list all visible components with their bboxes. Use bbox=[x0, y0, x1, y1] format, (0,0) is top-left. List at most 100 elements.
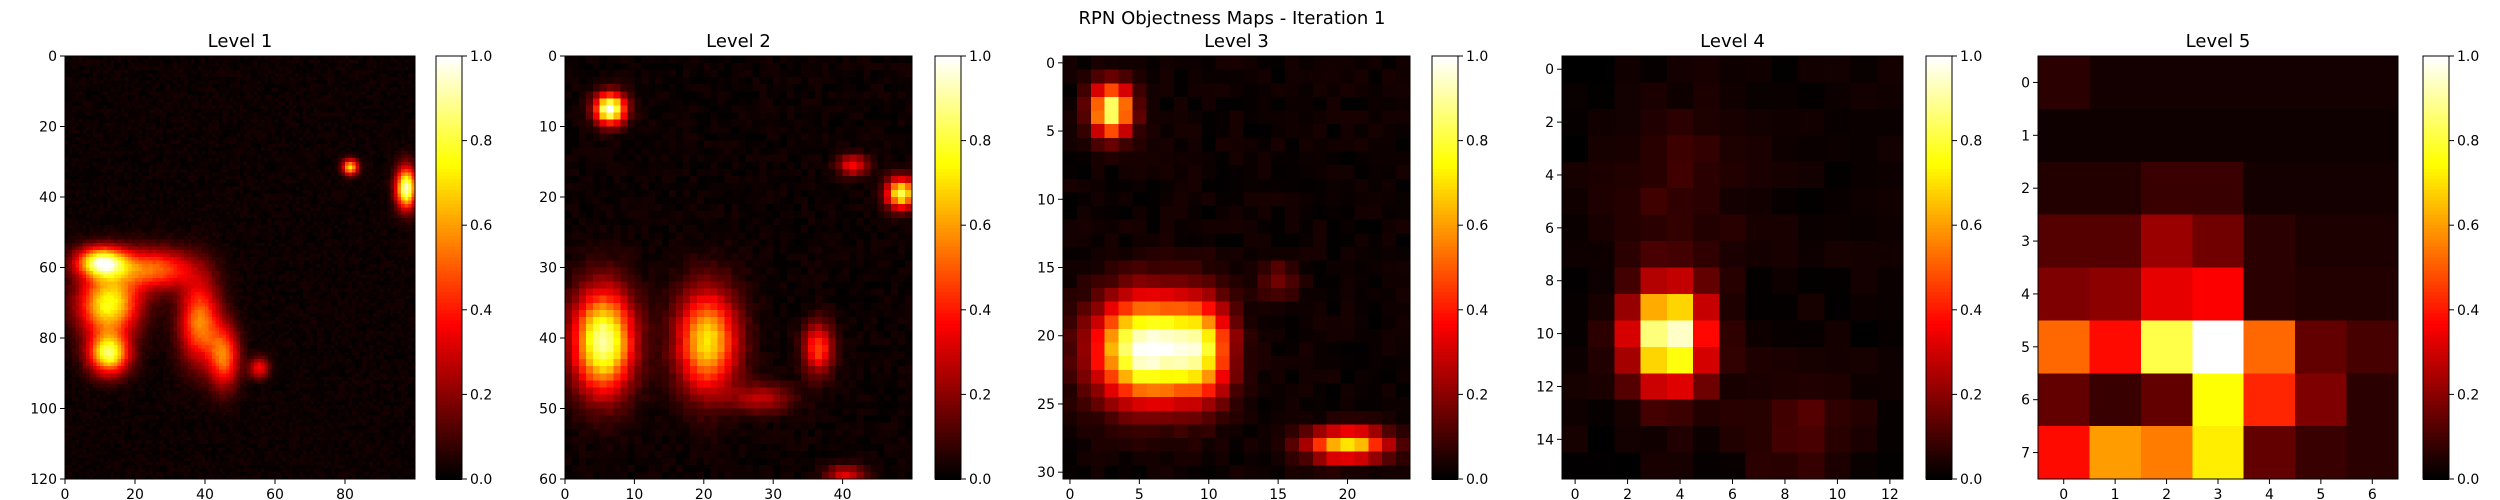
heatmap-cell bbox=[285, 77, 290, 82]
heatmap-cell bbox=[93, 207, 98, 212]
heatmap-cell bbox=[187, 140, 192, 145]
heatmap-cell bbox=[86, 73, 91, 78]
heatmap-cell bbox=[369, 182, 374, 188]
heatmap-cell bbox=[285, 186, 290, 191]
heatmap-cell bbox=[208, 108, 213, 114]
heatmap-cell bbox=[257, 172, 262, 177]
heatmap-cell bbox=[184, 115, 189, 121]
heatmap-cell bbox=[219, 130, 224, 135]
heatmap-cell bbox=[380, 151, 385, 156]
heatmap-cell bbox=[198, 204, 203, 209]
heatmap-cell bbox=[198, 94, 203, 99]
heatmap-cell bbox=[296, 84, 301, 89]
heatmap-cell bbox=[177, 193, 182, 198]
heatmap-cell bbox=[135, 221, 140, 226]
heatmap-cell bbox=[306, 133, 311, 138]
heatmap-cell bbox=[152, 70, 157, 75]
heatmap-cell bbox=[324, 204, 329, 209]
heatmap-cell bbox=[362, 77, 367, 82]
heatmap-cell bbox=[103, 175, 108, 180]
heatmap-cell bbox=[313, 84, 318, 89]
heatmap-cell bbox=[250, 84, 255, 89]
heatmap-cell bbox=[331, 101, 336, 106]
heatmap-cell bbox=[72, 119, 77, 124]
heatmap-cell bbox=[229, 221, 234, 226]
heatmap-cell bbox=[282, 197, 287, 202]
heatmap-cell bbox=[96, 73, 101, 78]
heatmap-cell bbox=[404, 94, 409, 99]
heatmap-cell bbox=[212, 108, 217, 114]
heatmap-cell bbox=[394, 147, 399, 152]
heatmap-cell bbox=[341, 168, 346, 173]
heatmap-cell bbox=[187, 186, 192, 191]
heatmap-cell bbox=[292, 179, 297, 184]
heatmap-cell bbox=[264, 172, 269, 177]
heatmap-cell bbox=[243, 158, 248, 163]
heatmap-cell bbox=[257, 70, 262, 75]
heatmap-cell bbox=[107, 119, 112, 124]
heatmap-cell bbox=[341, 175, 346, 180]
heatmap-cell bbox=[194, 179, 199, 184]
heatmap-cell bbox=[110, 211, 115, 216]
heatmap-cell bbox=[110, 144, 115, 149]
heatmap-cell bbox=[352, 80, 357, 85]
heatmap-cell bbox=[292, 94, 297, 99]
heatmap-cell bbox=[114, 87, 119, 92]
heatmap-cell bbox=[268, 179, 273, 184]
heatmap-cell bbox=[404, 108, 409, 114]
heatmap-cell bbox=[240, 182, 245, 188]
heatmap-cell bbox=[310, 161, 315, 166]
heatmap-cell bbox=[166, 130, 171, 135]
heatmap-cell bbox=[131, 137, 136, 142]
heatmap-cell bbox=[250, 91, 255, 96]
heatmap-cell bbox=[345, 221, 350, 226]
heatmap-cell bbox=[324, 154, 329, 159]
heatmap-cell bbox=[135, 179, 140, 184]
heatmap-cell bbox=[394, 130, 399, 135]
heatmap-cell bbox=[250, 115, 255, 121]
heatmap-cell bbox=[254, 98, 259, 103]
heatmap-cell bbox=[201, 101, 206, 106]
heatmap-cell bbox=[121, 119, 126, 124]
heatmap-cell bbox=[72, 122, 77, 128]
heatmap-cell bbox=[212, 211, 217, 216]
heatmap-cell bbox=[201, 168, 206, 173]
heatmap-cell bbox=[345, 175, 350, 180]
heatmap-cell bbox=[327, 225, 332, 230]
heatmap-cell bbox=[117, 112, 122, 117]
heatmap-cell bbox=[191, 77, 196, 82]
heatmap-cell bbox=[390, 84, 395, 89]
heatmap-cell bbox=[348, 137, 353, 142]
heatmap-cell bbox=[93, 221, 98, 226]
heatmap-cell bbox=[152, 115, 157, 121]
heatmap-cell bbox=[68, 218, 73, 223]
heatmap-cell bbox=[229, 98, 234, 103]
heatmap-cell bbox=[320, 122, 325, 128]
heatmap-cell bbox=[180, 105, 185, 110]
heatmap-cell bbox=[257, 105, 262, 110]
heatmap-cell bbox=[212, 182, 217, 188]
heatmap-cell bbox=[275, 200, 280, 205]
heatmap-cell bbox=[128, 193, 133, 198]
heatmap-cell bbox=[408, 101, 413, 106]
heatmap-cell bbox=[348, 197, 353, 202]
heatmap-cell bbox=[348, 204, 353, 209]
heatmap-cell bbox=[100, 140, 105, 145]
heatmap-cell bbox=[306, 218, 311, 223]
heatmap-cell bbox=[65, 59, 70, 64]
heatmap-cell bbox=[404, 189, 409, 195]
heatmap-cell bbox=[341, 182, 346, 188]
heatmap-cell bbox=[194, 221, 199, 226]
heatmap-cell bbox=[110, 77, 115, 82]
heatmap-cell bbox=[138, 94, 143, 99]
heatmap-cell bbox=[82, 214, 87, 219]
heatmap-cell bbox=[114, 77, 119, 82]
heatmap-cell bbox=[86, 179, 91, 184]
heatmap-cell bbox=[159, 158, 164, 163]
heatmap-cell bbox=[219, 112, 224, 117]
heatmap-cell bbox=[247, 218, 252, 223]
heatmap-cell bbox=[79, 140, 84, 145]
heatmap-cell bbox=[278, 207, 283, 212]
heatmap-cell bbox=[306, 119, 311, 124]
heatmap-cell bbox=[170, 133, 175, 138]
